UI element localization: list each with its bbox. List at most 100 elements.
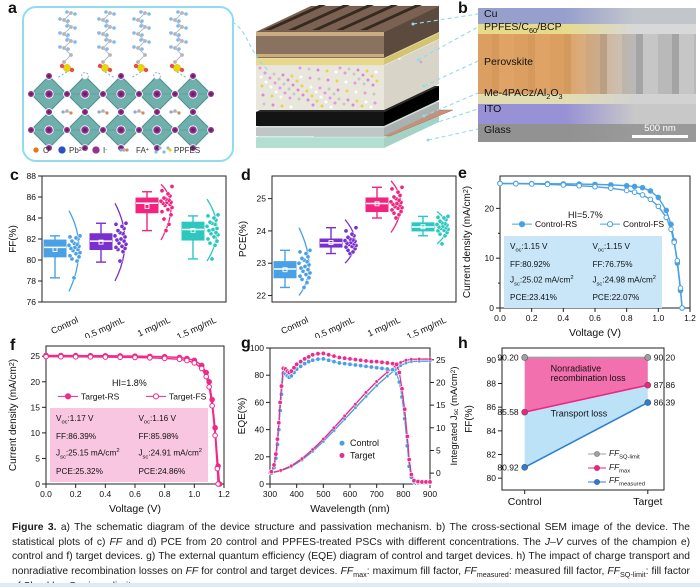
svg-text:Current density (mA/cm2): Current density (mA/cm2) — [8, 359, 19, 471]
panel-label-g: g — [241, 335, 251, 352]
svg-text:90: 90 — [487, 355, 497, 365]
control-fs-ff: FF:76.75% — [592, 259, 633, 269]
panel-label-a: a — [8, 0, 17, 17]
layer-label-perovskite: Perovskite — [484, 56, 534, 68]
panel-label-f: f — [10, 337, 16, 354]
svg-text:Control: Control — [279, 315, 310, 336]
target-fs-pce: PCE:24.86% — [138, 466, 186, 476]
sem-layer-tint — [478, 24, 696, 34]
svg-text:O: O — [43, 146, 49, 155]
panel-f-jv-target: 0 5 10 15 20 25 0.0 0.2 0.4 0.6 0.8 1.0 1.2 Current d… — [8, 345, 230, 515]
svg-text:EQE(%): EQE(%) — [237, 398, 248, 435]
svg-text:0.4: 0.4 — [557, 313, 569, 323]
layer-label-glass: Glass — [484, 124, 511, 136]
svg-text:Target-FS: Target-FS — [169, 391, 207, 401]
panel-label-c: c — [10, 167, 19, 184]
svg-text:86: 86 — [487, 402, 497, 412]
panel-h-ff-loss: 80 82 84 86 88 90 FF(%) Control Target 90.20 90.20… — [464, 347, 676, 508]
svg-text:Integrated Jsc (mA/cm2): Integrated Jsc (mA/cm2) — [449, 366, 460, 465]
control-fs-pce: PCE:22.07% — [592, 292, 640, 302]
target-rs-ff: FF:86.39% — [56, 432, 97, 442]
svg-text:Current density (mA/cm2): Current density (mA/cm2) — [462, 186, 473, 298]
sem-layer-tint — [478, 8, 696, 24]
panel-label-e: e — [458, 165, 467, 182]
svg-text:0.8: 0.8 — [621, 313, 633, 323]
svg-text:100: 100 — [250, 343, 264, 353]
svg-text:25: 25 — [257, 194, 267, 204]
svg-text:Target: Target — [633, 496, 662, 508]
svg-text:5: 5 — [35, 453, 40, 463]
svg-text:24: 24 — [257, 226, 267, 236]
control-jv-parameters-box: Voc:1.15 V FF:80.92% Jsc:25.02 mA/cm2 PC… — [504, 236, 662, 308]
svg-text:84: 84 — [27, 213, 37, 223]
svg-text:10: 10 — [31, 428, 41, 438]
svg-text:Control: Control — [350, 438, 379, 448]
svg-text:Target-RS: Target-RS — [81, 391, 120, 401]
caption-body: a) The schematic diagram of the device s… — [12, 522, 691, 587]
target-rs-jsc: Jsc:25.15 mA/cm2 — [56, 447, 120, 461]
svg-text:60: 60 — [255, 397, 265, 407]
svg-text:0.8: 0.8 — [159, 489, 171, 499]
legend-item-ff-sq-limit: FFSQ-limit — [588, 448, 645, 461]
control-rs-pce: PCE:23.41% — [510, 292, 557, 302]
svg-text:23: 23 — [257, 258, 267, 268]
control-rs-jsc: Jsc:25.02 mA/cm2 — [510, 274, 574, 287]
svg-text:1.2: 1.2 — [218, 489, 230, 499]
target-fs-jsc: Jsc:24.91 mA/cm2 — [138, 447, 202, 461]
svg-text:0.6: 0.6 — [589, 313, 601, 323]
layer-label-ito: ITO — [484, 103, 502, 115]
svg-text:25: 25 — [31, 351, 41, 361]
svg-text:500: 500 — [316, 489, 330, 499]
svg-text:FA+: FA+ — [136, 146, 149, 155]
figure-caption: Figure 3. a) The schematic diagram of th… — [12, 521, 690, 587]
svg-text:76: 76 — [27, 297, 37, 307]
panel-g-eqe: 0 20 40 60 80 100 300 400 500 600 700 800 900 0 5 10 15 2… — [237, 343, 460, 515]
svg-text:Voltage (V): Voltage (V) — [109, 503, 161, 515]
svg-text:1.0: 1.0 — [188, 489, 200, 499]
control-fs-jsc: Jsc:24.98 mA/cm2 — [592, 274, 656, 287]
svg-text:80: 80 — [487, 473, 497, 483]
panel-c-ff-boxplot: 76 78 80 82 84 86 88 FF(%) Control 0.5 mg/mL 1 mg/… — [8, 171, 227, 338]
target-rs-voc: Voc:1.17 V — [56, 414, 94, 426]
target-jv-parameters-box: Voc:1.17 V FF:86.39% Jsc:25.15 mA/cm2 PC… — [50, 408, 208, 482]
svg-text:Pb2+: Pb2+ — [69, 146, 85, 155]
svg-text:10: 10 — [485, 253, 495, 263]
svg-text:700: 700 — [370, 489, 384, 499]
svg-text:0.5 mg/mL: 0.5 mg/mL — [83, 315, 126, 338]
panel-label-d: d — [241, 167, 251, 184]
svg-text:20: 20 — [436, 377, 446, 387]
svg-text:Control: Control — [49, 315, 80, 336]
svg-text:90.20: 90.20 — [654, 352, 676, 362]
scale-bar: 500 nm — [632, 123, 688, 138]
svg-text:85.58: 85.58 — [497, 407, 519, 417]
svg-text:1 mg/mL: 1 mg/mL — [366, 315, 402, 338]
sem-layer-tint — [478, 94, 696, 104]
svg-text:1.5 mg/mL: 1.5 mg/mL — [405, 315, 448, 338]
svg-text:FF(%): FF(%) — [464, 405, 475, 433]
svg-text:Nonradiative: Nonradiative — [551, 364, 602, 374]
page-edge-strip — [0, 583, 700, 587]
svg-text:25: 25 — [436, 355, 446, 365]
svg-text:Target: Target — [350, 450, 376, 460]
svg-text:900: 900 — [423, 489, 437, 499]
control-rs-voc: Voc:1.15 V — [510, 241, 548, 254]
svg-text:82: 82 — [487, 450, 497, 460]
svg-text:Voltage (V): Voltage (V) — [569, 327, 621, 339]
target-fs-voc: Voc:1.16 V — [138, 414, 176, 426]
panel-d-pce-boxplot: 22 23 24 25 PCE(%) Control 0.5 mg/mL 1 mg/mL 1.5… — [238, 175, 457, 338]
svg-text:Control: Control — [508, 496, 542, 508]
svg-text:0: 0 — [489, 303, 494, 313]
ff-legend: FFSQ-limit FFmax FFmeasured — [588, 448, 645, 488]
svg-text:20: 20 — [31, 377, 41, 387]
scale-bar-line — [632, 135, 688, 138]
svg-text:80: 80 — [255, 370, 265, 380]
svg-text:78: 78 — [27, 276, 37, 286]
svg-text:1.2: 1.2 — [684, 313, 696, 323]
target-rs-pce: PCE:25.32% — [56, 466, 103, 476]
svg-text:20: 20 — [485, 203, 495, 213]
control-fs-voc: Voc:1.15 V — [592, 241, 630, 254]
target-fs-ff: FF:85.98% — [138, 432, 179, 442]
svg-text:90.20: 90.20 — [497, 352, 519, 362]
caption-title: Figure 3. — [12, 522, 57, 533]
